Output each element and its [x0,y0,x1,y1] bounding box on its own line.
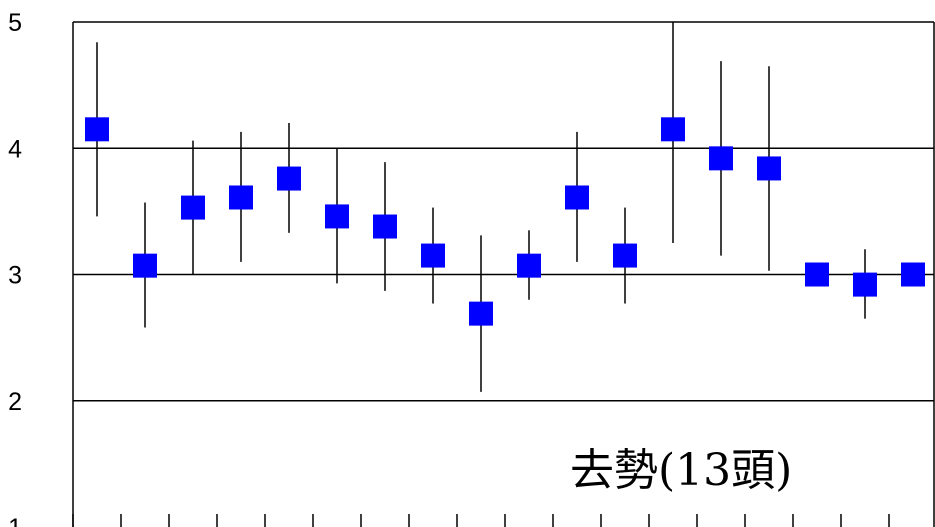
y-axis-tick-labels: 1 2 3 4 5 [8,9,22,527]
data-markers [85,117,925,326]
data-point [133,253,157,278]
data-point [373,214,397,239]
x-axis-ticks [72,514,890,527]
error-bars [96,22,866,392]
data-point [853,272,877,297]
group-annotation: 去勢(13頭) [570,445,792,496]
gridlines [73,147,934,402]
data-point [661,117,685,142]
y-tick-label: 3 [8,262,22,290]
y-tick-label: 1 [8,514,22,527]
data-point [757,156,781,181]
data-point [613,243,637,268]
y-tick-label: 4 [8,135,22,163]
data-point [277,166,301,191]
data-point [325,204,349,229]
data-point [229,185,253,210]
y-tick-label: 2 [8,388,22,416]
data-point [469,301,493,326]
data-point [901,262,925,287]
plot-frame [72,21,935,527]
data-point [709,146,733,171]
y-tick-label: 5 [8,9,22,37]
data-point [421,243,445,268]
data-point [85,117,109,142]
data-point [565,185,589,210]
data-point [517,253,541,278]
data-point [181,195,205,220]
data-point [805,262,829,287]
